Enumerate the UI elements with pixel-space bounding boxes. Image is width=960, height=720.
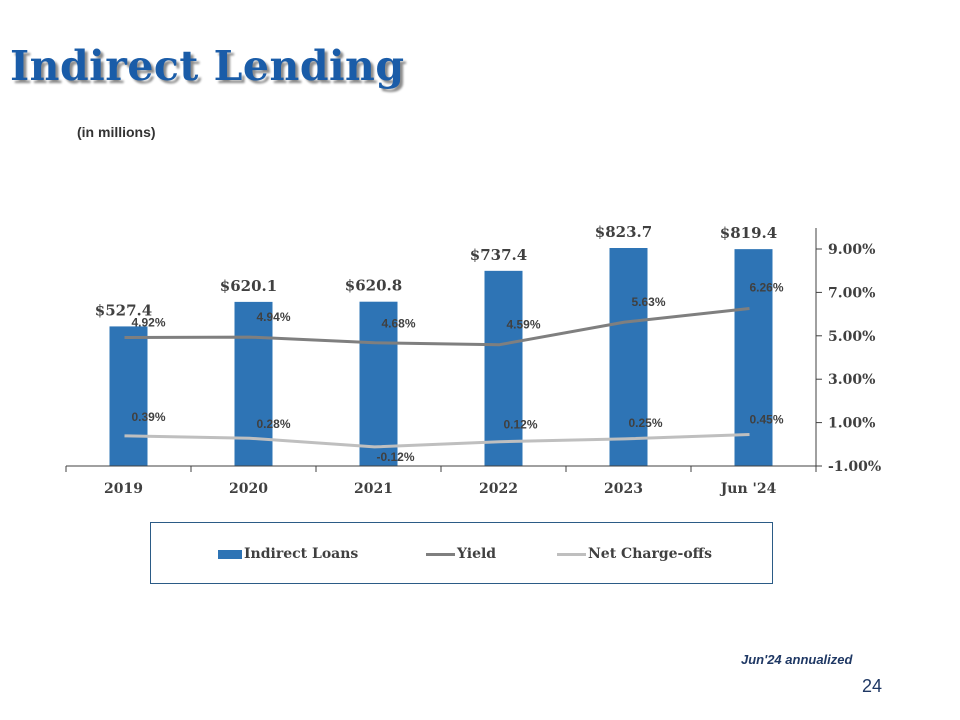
x-axis-tick-label: 2020	[229, 481, 268, 497]
page-number: 24	[862, 676, 883, 696]
legend-swatch-line	[557, 552, 586, 556]
net-charge-offs-value-label: 0.12%	[503, 418, 537, 432]
chart-legend: Indirect Loans Yield Net Charge-offs	[150, 522, 773, 584]
legend-label: Net Charge-offs	[588, 546, 713, 562]
legend-label: Yield	[457, 546, 497, 562]
legend-label: Indirect Loans	[244, 546, 359, 562]
bar-value-label: $737.4	[470, 246, 527, 264]
x-axis-tick-label: Jun '24	[719, 481, 777, 497]
right-axis-tick-label: 9.00%	[828, 242, 875, 258]
bar	[359, 301, 398, 466]
bar	[734, 249, 773, 466]
bar-value-label: $620.1	[220, 277, 277, 295]
legend-item-yield: Yield	[426, 545, 496, 563]
page-title: Indirect Lending	[10, 42, 405, 90]
right-axis-tick-label: 5.00%	[828, 329, 875, 345]
bar	[234, 301, 273, 466]
yield-value-label: 4.59%	[506, 318, 540, 332]
yield-value-label: 4.68%	[381, 317, 415, 331]
legend-item-net-charge-offs: Net Charge-offs	[557, 545, 712, 563]
bar	[109, 326, 148, 466]
legend-swatch-line	[426, 552, 455, 556]
net-charge-offs-value-label: 0.25%	[628, 416, 662, 430]
right-axis-tick-label: 7.00%	[828, 285, 875, 301]
x-axis-tick-label: 2021	[354, 481, 393, 497]
x-axis-tick-label: 2022	[479, 481, 518, 497]
net-charge-offs-value-label: 0.39%	[131, 410, 165, 424]
footnote: Jun'24 annualized	[741, 652, 853, 667]
right-axis-tick-label: 1.00%	[828, 416, 875, 432]
net-charge-offs-value-label: -0.12%	[376, 450, 414, 464]
bar	[484, 270, 523, 466]
bar-value-label: $620.8	[345, 277, 402, 295]
x-axis-tick-label: 2019	[104, 481, 143, 497]
yield-line	[124, 306, 750, 347]
right-axis-tick-label: -1.00%	[828, 459, 881, 475]
yield-value-label: 4.94%	[256, 310, 290, 324]
yield-value-label: 5.63%	[631, 295, 665, 309]
net-charge-offs-value-label: 0.28%	[256, 417, 290, 431]
chart-units-note: (in millions)	[77, 124, 156, 140]
yield-value-label: 6.26%	[749, 280, 783, 294]
legend-swatch-bar	[218, 549, 242, 559]
x-axis-tick-label: 2023	[604, 481, 643, 497]
bar-value-label: $527.4	[95, 301, 152, 319]
bar	[609, 248, 648, 466]
bar-value-label: $819.4	[720, 224, 777, 242]
indirect-lending-chart: 2019 2020 2021 2022 2023 Jun '24 -1.00% 1.00% 3.…	[65, 223, 881, 497]
net-charge-offs-line	[124, 433, 750, 449]
legend-item-indirect-loans: Indirect Loans	[218, 545, 358, 563]
yield-value-label: 4.92%	[131, 316, 165, 330]
bar-value-label: $823.7	[595, 223, 652, 241]
net-charge-offs-value-label: 0.45%	[749, 413, 783, 427]
right-axis-tick-label: 3.00%	[828, 372, 875, 388]
